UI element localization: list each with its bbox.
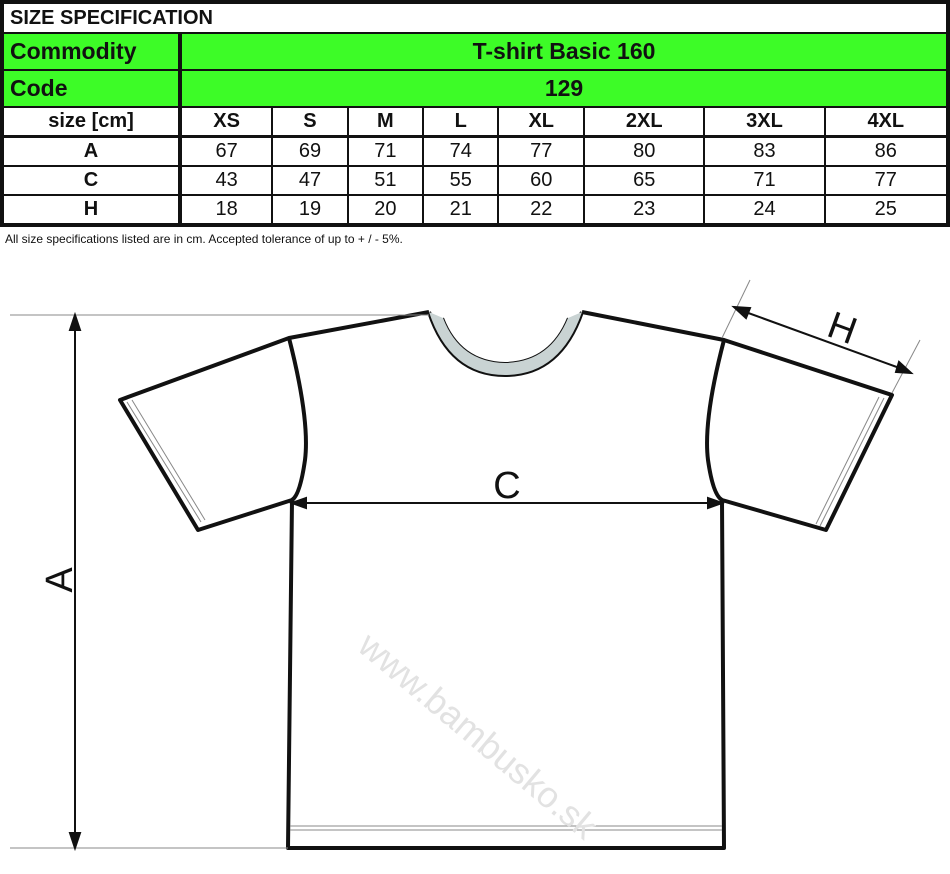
measurement-cell: 55 bbox=[422, 165, 500, 196]
size-header: size [cm] bbox=[1, 106, 182, 138]
measurement-cell: 24 bbox=[703, 194, 826, 226]
measurement-cell: 21 bbox=[422, 194, 500, 226]
table-title: SIZE SPECIFICATION bbox=[1, 1, 949, 34]
size-column-header: M bbox=[346, 106, 425, 138]
commodity-value: T-shirt Basic 160 bbox=[179, 32, 949, 71]
tolerance-note: All size specifications listed are in cm… bbox=[5, 232, 403, 246]
size-column-header: 3XL bbox=[703, 106, 826, 138]
measurement-cell: 51 bbox=[346, 165, 425, 196]
size-column-header: 2XL bbox=[583, 106, 706, 138]
measurement-cell: 77 bbox=[823, 165, 950, 196]
size-column-header: S bbox=[271, 106, 349, 138]
measurement-cell: 74 bbox=[422, 135, 500, 167]
code-value: 129 bbox=[179, 69, 949, 108]
measurement-cell: 19 bbox=[271, 194, 349, 226]
measurement-cell: 22 bbox=[497, 194, 586, 226]
table-row: A 67 69 71 74 77 80 83 86 bbox=[1, 135, 950, 167]
size-column-header: 4XL bbox=[823, 106, 950, 138]
dimension-label-c: C bbox=[493, 465, 520, 507]
measurement-cell: 47 bbox=[271, 165, 349, 196]
measurement-cell: 25 bbox=[823, 194, 950, 226]
size-column-header: L bbox=[422, 106, 500, 138]
measurement-cell: 65 bbox=[583, 165, 706, 196]
table-row: C 43 47 51 55 60 65 71 77 bbox=[1, 165, 950, 196]
measurement-cell: 69 bbox=[271, 135, 349, 167]
left-armhole bbox=[287, 337, 308, 502]
measurement-cell: 43 bbox=[178, 165, 274, 196]
measurement-cell: 77 bbox=[497, 135, 586, 167]
dimension-label-h: H bbox=[822, 304, 862, 353]
watermark: www.bambusko.sk bbox=[350, 623, 606, 847]
measurement-cell: 23 bbox=[583, 194, 706, 226]
measurement-cell: 83 bbox=[703, 135, 826, 167]
row-label: C bbox=[1, 165, 182, 196]
size-column-header: XL bbox=[497, 106, 586, 138]
dimension-label-a: A bbox=[39, 567, 81, 593]
measurement-cell: 71 bbox=[703, 165, 826, 196]
size-column-header: XS bbox=[178, 106, 274, 138]
commodity-label: Commodity bbox=[1, 32, 182, 71]
measurement-cell: 18 bbox=[178, 194, 274, 226]
tshirt-outline bbox=[118, 310, 894, 850]
right-armhole bbox=[705, 339, 726, 502]
measurement-cell: 60 bbox=[497, 165, 586, 196]
measurement-cell: 20 bbox=[346, 194, 425, 226]
table-row: H 18 19 20 21 22 23 24 25 bbox=[1, 194, 950, 226]
code-label: Code bbox=[1, 69, 182, 108]
row-label: H bbox=[1, 194, 182, 226]
measurement-cell: 80 bbox=[583, 135, 706, 167]
size-specification-table: SIZE SPECIFICATION Commodity T-shirt Basi… bbox=[0, 0, 950, 227]
